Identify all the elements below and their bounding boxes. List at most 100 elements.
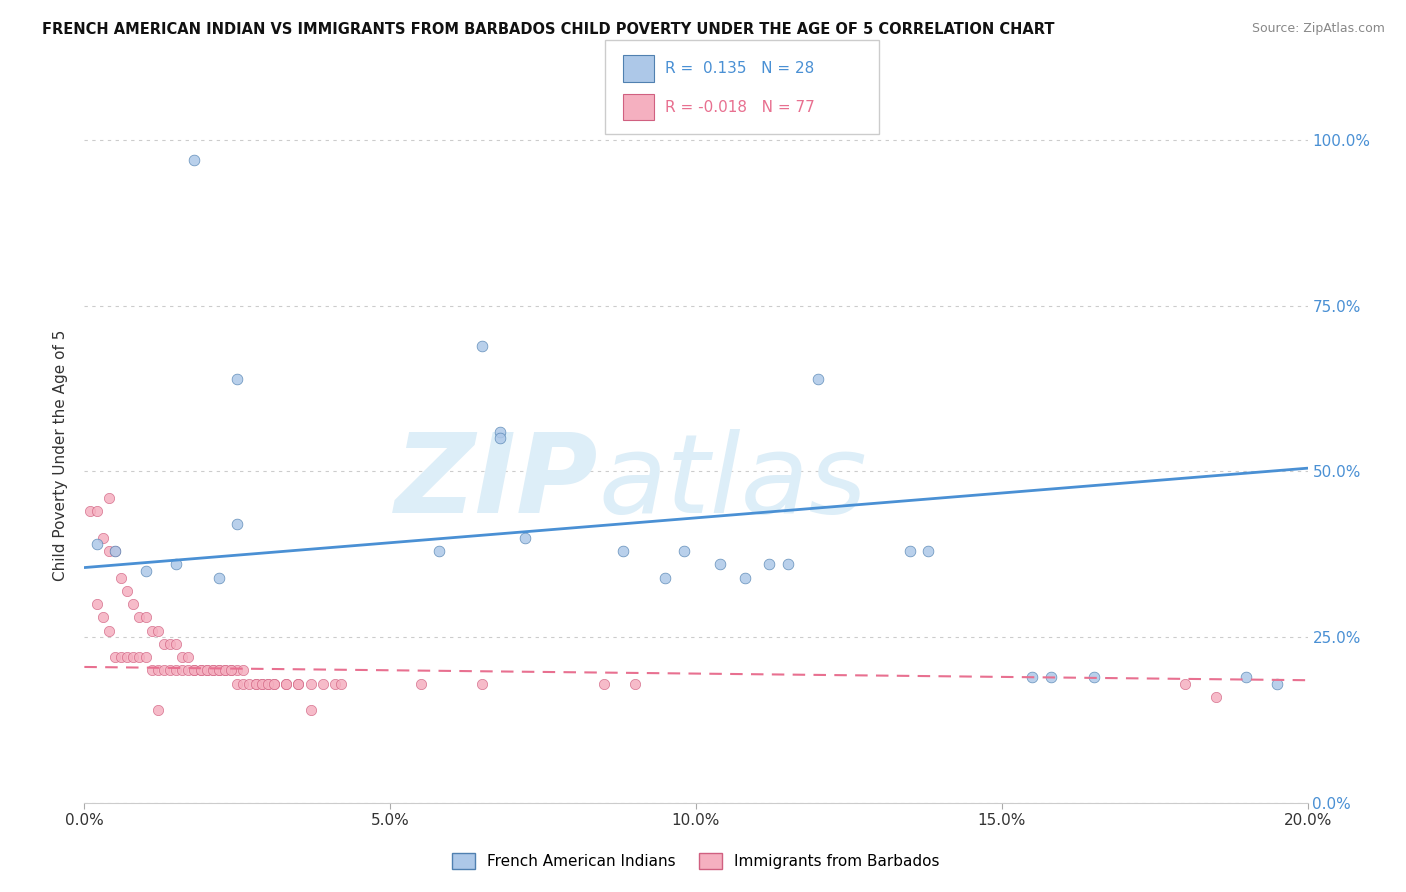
- Point: [159, 663, 181, 677]
- Point: [153, 663, 176, 677]
- Point: [104, 650, 127, 665]
- Point: [146, 663, 169, 677]
- Point: [1021, 670, 1043, 684]
- Point: [208, 663, 231, 677]
- Point: [214, 663, 236, 677]
- Point: [122, 650, 145, 665]
- Point: [427, 544, 450, 558]
- Point: [471, 338, 494, 352]
- Point: [257, 676, 280, 690]
- Point: [593, 676, 616, 690]
- Point: [917, 544, 939, 558]
- Point: [250, 676, 273, 690]
- Point: [1236, 670, 1258, 684]
- Point: [195, 663, 218, 677]
- Point: [758, 558, 780, 572]
- Point: [135, 610, 157, 624]
- Legend: French American Indians, Immigrants from Barbados: French American Indians, Immigrants from…: [446, 847, 946, 875]
- Point: [128, 650, 150, 665]
- Point: [672, 544, 695, 558]
- Point: [201, 663, 224, 677]
- Point: [165, 663, 187, 677]
- Text: atlas: atlas: [598, 429, 866, 536]
- Point: [146, 703, 169, 717]
- Point: [409, 676, 432, 690]
- Point: [172, 663, 194, 677]
- Point: [165, 637, 187, 651]
- Point: [612, 544, 634, 558]
- Point: [141, 663, 163, 677]
- Point: [208, 570, 231, 584]
- Point: [287, 676, 309, 690]
- Point: [159, 637, 181, 651]
- Point: [122, 597, 145, 611]
- Point: [276, 676, 298, 690]
- Text: ZIP: ZIP: [395, 429, 598, 536]
- Point: [489, 431, 512, 445]
- Point: [97, 544, 120, 558]
- Point: [245, 676, 267, 690]
- Point: [177, 650, 200, 665]
- Point: [86, 504, 108, 518]
- Point: [624, 676, 647, 690]
- Point: [219, 663, 242, 677]
- Point: [128, 610, 150, 624]
- Point: [312, 676, 335, 690]
- Y-axis label: Child Poverty Under the Age of 5: Child Poverty Under the Age of 5: [53, 329, 69, 581]
- Point: [734, 570, 756, 584]
- Point: [146, 624, 169, 638]
- Point: [299, 703, 322, 717]
- Point: [79, 504, 101, 518]
- Point: [276, 676, 298, 690]
- Point: [86, 597, 108, 611]
- Point: [214, 663, 236, 677]
- Point: [1265, 676, 1288, 690]
- Point: [141, 624, 163, 638]
- Point: [245, 676, 267, 690]
- Point: [183, 663, 205, 677]
- Point: [86, 537, 108, 551]
- Point: [115, 583, 138, 598]
- Point: [513, 531, 536, 545]
- Point: [263, 676, 285, 690]
- Point: [91, 531, 114, 545]
- Point: [489, 425, 512, 439]
- Point: [153, 637, 176, 651]
- Point: [226, 663, 249, 677]
- Point: [190, 663, 212, 677]
- Point: [91, 610, 114, 624]
- Point: [208, 663, 231, 677]
- Text: R =  0.135   N = 28: R = 0.135 N = 28: [665, 62, 814, 76]
- Point: [330, 676, 353, 690]
- Point: [135, 564, 157, 578]
- Text: FRENCH AMERICAN INDIAN VS IMMIGRANTS FROM BARBADOS CHILD POVERTY UNDER THE AGE O: FRENCH AMERICAN INDIAN VS IMMIGRANTS FRO…: [42, 22, 1054, 37]
- Point: [201, 663, 224, 677]
- Point: [232, 676, 254, 690]
- Point: [299, 676, 322, 690]
- Point: [172, 650, 194, 665]
- Point: [183, 153, 205, 167]
- Point: [654, 570, 676, 584]
- Point: [183, 663, 205, 677]
- Point: [219, 663, 242, 677]
- Point: [1039, 670, 1062, 684]
- Point: [104, 544, 127, 558]
- Point: [709, 558, 731, 572]
- Point: [287, 676, 309, 690]
- Point: [1174, 676, 1197, 690]
- Point: [250, 676, 273, 690]
- Point: [1083, 670, 1105, 684]
- Point: [97, 491, 120, 505]
- Point: [190, 663, 212, 677]
- Point: [226, 372, 249, 386]
- Text: Source: ZipAtlas.com: Source: ZipAtlas.com: [1251, 22, 1385, 36]
- Point: [135, 650, 157, 665]
- Point: [195, 663, 218, 677]
- Point: [1205, 690, 1227, 704]
- Text: R = -0.018   N = 77: R = -0.018 N = 77: [665, 100, 815, 114]
- Point: [263, 676, 285, 690]
- Point: [471, 676, 494, 690]
- Point: [104, 544, 127, 558]
- Point: [232, 663, 254, 677]
- Point: [323, 676, 346, 690]
